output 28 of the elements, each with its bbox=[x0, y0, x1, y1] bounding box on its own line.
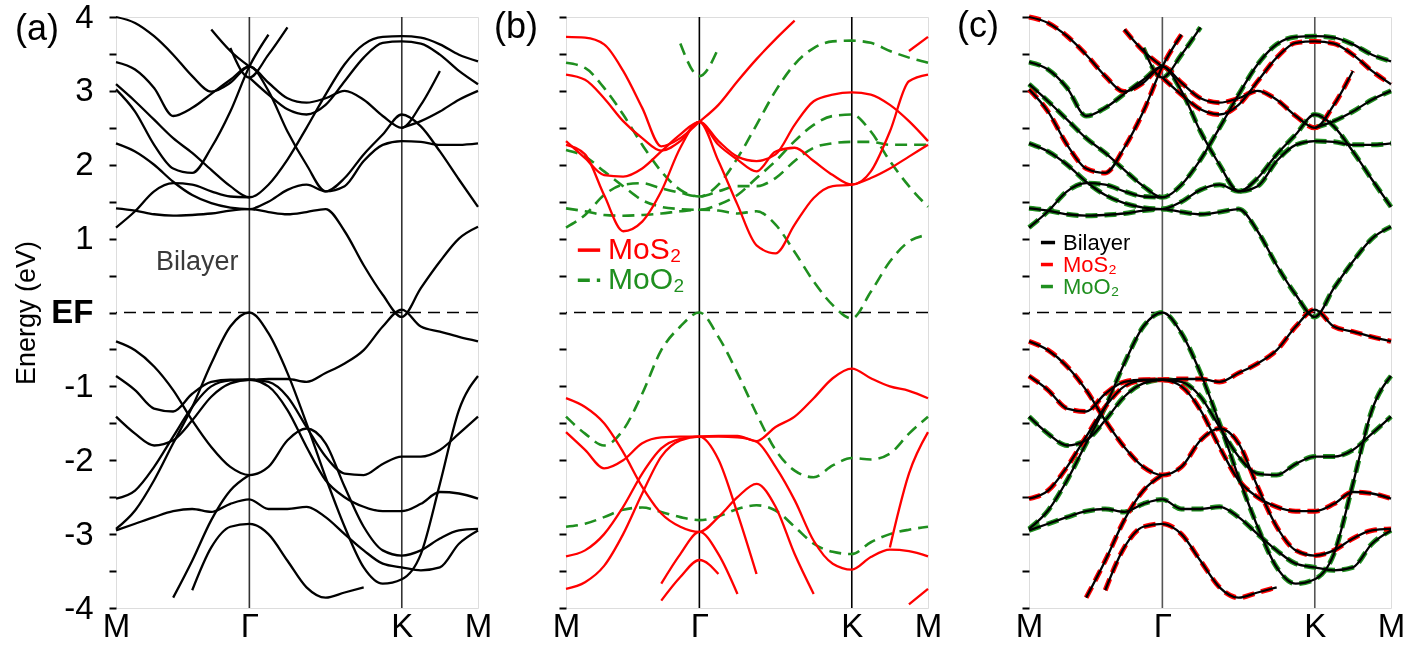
x-tick-label: M bbox=[552, 606, 581, 644]
x-tick-label: Γ bbox=[240, 606, 259, 644]
x-tick-label: K bbox=[1304, 606, 1327, 644]
x-tick-label: K bbox=[391, 606, 414, 644]
y-tick-label: EF bbox=[51, 293, 94, 330]
x-tick-label: K bbox=[841, 606, 864, 644]
y-tick-label: 4 bbox=[75, 0, 94, 35]
y-tick-label: 1 bbox=[75, 219, 94, 257]
chart-title: (b) bbox=[494, 5, 538, 46]
y-tick-label: -3 bbox=[64, 514, 94, 552]
y-tick-label: -2 bbox=[64, 440, 94, 478]
x-tick-label: M bbox=[102, 606, 131, 644]
x-tick-label: M bbox=[914, 606, 943, 644]
chart-title: (c) bbox=[957, 3, 999, 45]
y-tick-label: -4 bbox=[64, 588, 94, 626]
chart-title: (a) bbox=[15, 7, 59, 48]
y-axis-title: Energy (eV) bbox=[11, 240, 42, 386]
y-tick-label: 3 bbox=[75, 71, 94, 109]
x-tick-label: M bbox=[1377, 606, 1406, 644]
x-tick-label: Γ bbox=[690, 606, 709, 644]
x-tick-label: Γ bbox=[1153, 606, 1172, 644]
y-tick-label: -1 bbox=[64, 366, 94, 404]
y-tick-label: 2 bbox=[75, 145, 94, 183]
x-tick-label: M bbox=[1015, 606, 1044, 644]
legend-label: MoO₂ bbox=[1063, 273, 1120, 299]
legend-label: Bilayer bbox=[1063, 229, 1131, 255]
annotation: Bilayer bbox=[156, 246, 239, 277]
x-tick-label: M bbox=[464, 606, 493, 644]
